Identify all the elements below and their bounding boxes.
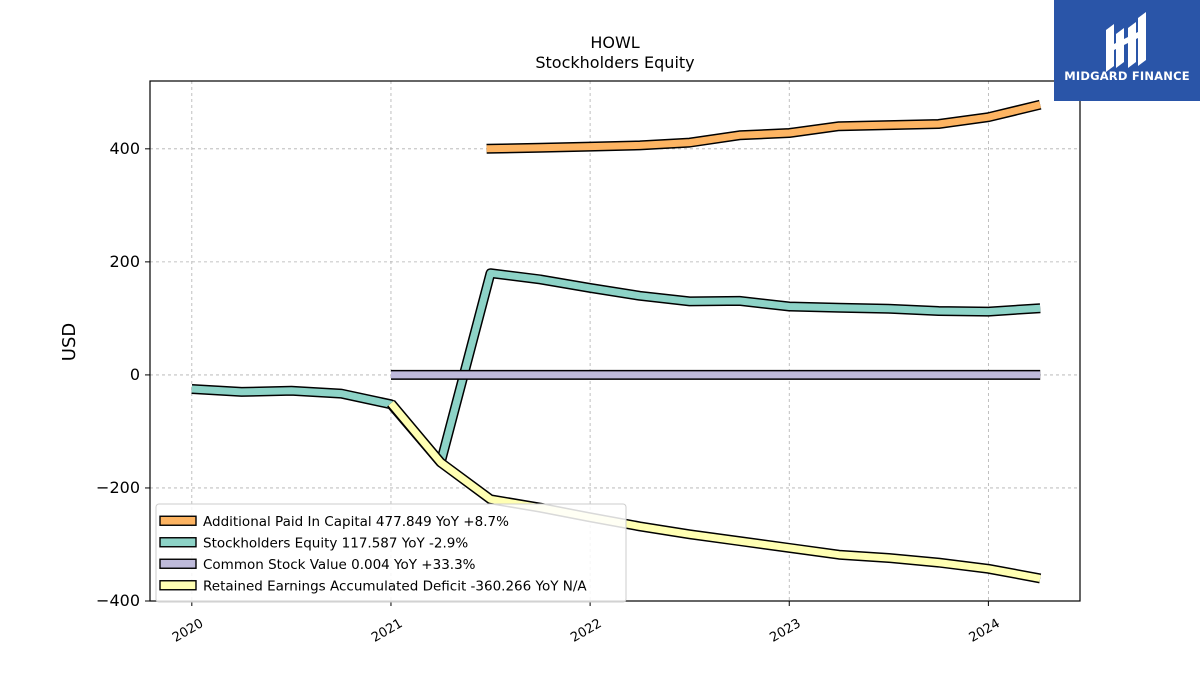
legend-swatch [159,580,197,591]
x-tick-label: 2020 [170,616,206,646]
brand-logo: MIDGARD FINANCE [1054,0,1200,101]
series-line [486,99,1042,154]
legend-swatch [159,515,197,526]
y-tick-label: 200 [109,252,140,271]
chart-subtitle: Stockholders Equity [535,53,694,72]
x-tick-label: 2024 [967,616,1003,646]
y-tick-label: −400 [96,591,140,610]
series-line-fill [388,400,1041,582]
series-line-outline [486,99,1042,154]
series-layer [191,99,1042,584]
legend-entry-label: Additional Paid In Capital 477.849 YoY +… [203,514,509,530]
chart-title: HOWL [590,33,639,52]
legend-swatch [159,558,197,569]
legend-entry-label: Stockholders Equity 117.587 YoY -2.9% [203,535,468,551]
series-line-outline [191,268,1041,468]
legend-frame [155,503,627,603]
legend: Additional Paid In Capital 477.849 YoY +… [155,503,627,603]
y-tick-label: 400 [109,139,140,158]
brand-name: MIDGARD FINANCE [1064,69,1190,83]
x-tick-label: 2023 [767,616,803,646]
y-tick-label: −200 [96,478,140,497]
series-line-fill [486,101,1042,153]
x-tick-label: 2022 [568,616,604,646]
y-tick-label: 0 [130,365,140,384]
series-line [191,268,1041,468]
y-axis-label: USD [59,323,80,361]
legend-swatch [159,537,197,548]
x-tick-label: 2021 [369,616,405,646]
legend-entry-label: Retained Earnings Accumulated Deficit -3… [203,578,587,594]
legend-entry-label: Common Stock Value 0.004 YoY +33.3% [203,557,476,573]
series-line [387,399,1042,584]
midgard-logo-icon [1106,12,1146,72]
series-line-fill [191,269,1041,466]
